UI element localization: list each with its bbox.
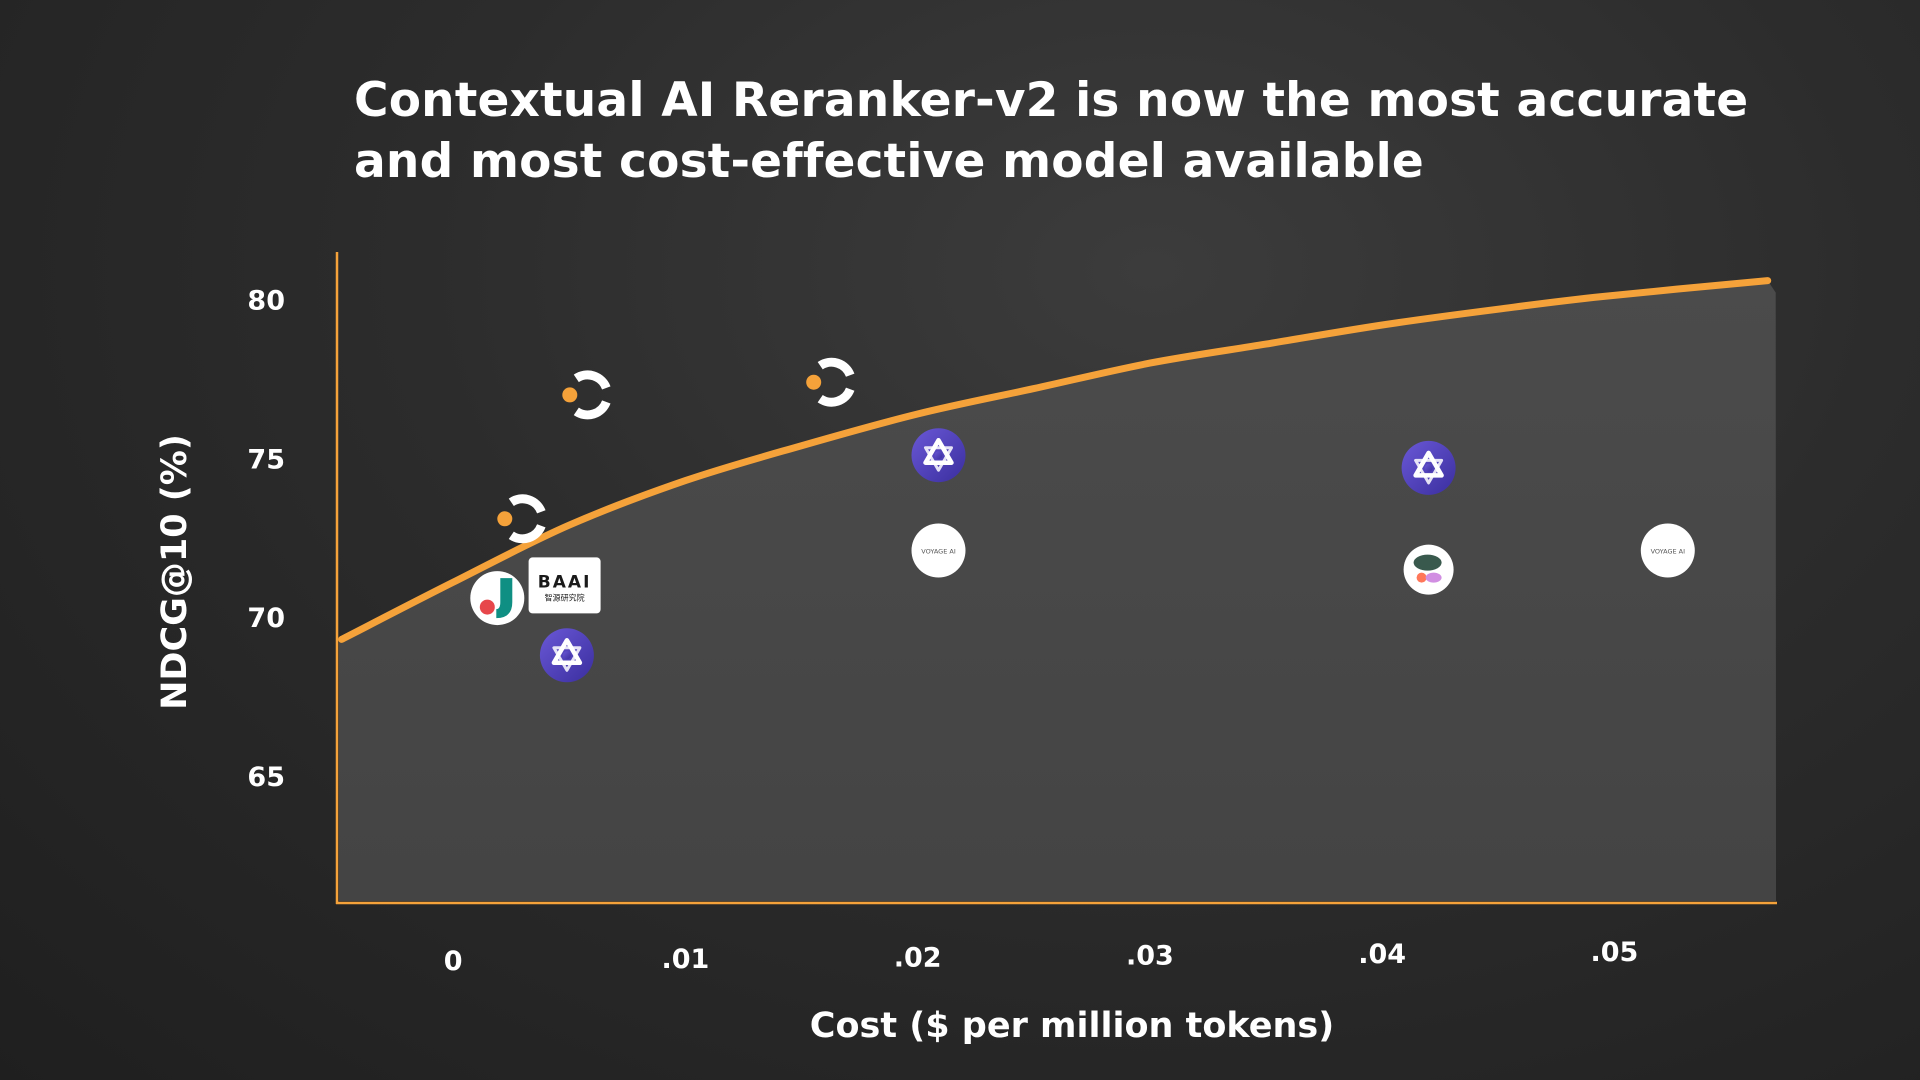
- x-tick-label: .03: [1126, 941, 1174, 972]
- chart-title-line-1: Contextual AI Reranker-v2 is now the mos…: [354, 73, 1749, 128]
- svg-text:BAAI: BAAI: [538, 572, 592, 592]
- qwen-icon: [1401, 440, 1456, 495]
- data-point-cohere: [1403, 544, 1454, 595]
- contextual-ai-icon: [497, 494, 546, 544]
- x-axis-label: Cost ($ per million tokens): [810, 1006, 1334, 1046]
- contextual-ai-icon: [562, 370, 611, 420]
- data-point-contextual-ai: [562, 370, 611, 420]
- y-tick-label: 75: [247, 444, 285, 475]
- contextual-ai-icon: [806, 357, 855, 407]
- y-tick-label: 80: [247, 286, 285, 317]
- data-point-contextual-ai: [497, 494, 546, 544]
- voyage-ai-icon: VOYAGE AI: [911, 523, 966, 578]
- frontier-line: [338, 277, 1772, 643]
- data-point-qwen: [911, 428, 966, 483]
- qwen-icon: [539, 628, 594, 683]
- y-tick-labels: 65 70 75 80: [247, 286, 285, 793]
- x-tick-label: .02: [894, 942, 942, 973]
- data-point-qwen: [539, 628, 594, 683]
- y-axis-label: NDCG@10 (%): [155, 434, 195, 710]
- qwen-icon: [911, 428, 966, 483]
- voyage-ai-icon: VOYAGE AI: [1640, 523, 1695, 578]
- svg-text:VOYAGE AI: VOYAGE AI: [1651, 548, 1686, 556]
- svg-text:VOYAGE AI: VOYAGE AI: [921, 548, 956, 556]
- cohere-icon: [1403, 544, 1454, 595]
- data-point-contextual-ai: [806, 357, 855, 407]
- svg-text:智源研究院: 智源研究院: [545, 592, 585, 602]
- x-tick-label: .04: [1358, 939, 1406, 970]
- x-tick-label: .05: [1590, 937, 1638, 968]
- data-point-voyage-ai: VOYAGE AI: [1640, 523, 1695, 578]
- chart-title-line-2: and most cost-effective model available: [354, 134, 1425, 189]
- jina-icon: [470, 571, 525, 626]
- chart-title: Contextual AI Reranker-v2 is now the mos…: [354, 70, 1754, 192]
- x-tick-label: 0: [444, 946, 463, 977]
- x-tick-labels: 0 .01 .02 .03 .04 .05: [444, 937, 1639, 977]
- data-point-voyage-ai: VOYAGE AI: [911, 523, 966, 578]
- x-tick-label: .01: [661, 944, 709, 975]
- y-tick-label: 65: [247, 762, 285, 793]
- y-tick-label: 70: [247, 603, 285, 634]
- data-point-jina: [470, 571, 525, 626]
- frontier-area: [339, 280, 1776, 902]
- data-point-qwen: [1401, 440, 1456, 495]
